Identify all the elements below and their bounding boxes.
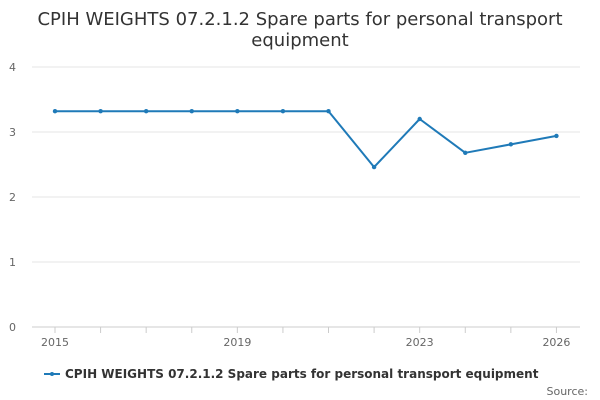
y-axis: 0 1 2 3 4 (9, 61, 16, 334)
x-tick-label: 2023 (406, 336, 434, 349)
data-point[interactable] (189, 109, 194, 114)
source-label: Source: (547, 385, 589, 398)
data-point[interactable] (98, 109, 103, 114)
y-tick-label: 4 (9, 61, 16, 74)
x-tick-label: 2015 (41, 336, 69, 349)
data-point[interactable] (235, 109, 240, 114)
x-tick-label: 2026 (542, 336, 570, 349)
y-tick-label: 1 (9, 256, 16, 269)
chart-title-line-2: equipment (251, 30, 348, 51)
data-point[interactable] (463, 150, 468, 155)
y-tick-label: 2 (9, 191, 16, 204)
grid-lines (32, 66, 580, 328)
x-tick-label: 2019 (223, 336, 251, 349)
data-point[interactable] (52, 109, 58, 114)
legend-label[interactable]: CPIH WEIGHTS 07.2.1.2 Spare parts for pe… (65, 367, 539, 381)
chart-title-line-1: CPIH WEIGHTS 07.2.1.2 Spare parts for pe… (37, 9, 562, 30)
legend[interactable]: CPIH WEIGHTS 07.2.1.2 Spare parts for pe… (44, 367, 539, 381)
y-tick-label: 3 (9, 126, 16, 139)
y-tick-label: 0 (9, 321, 16, 334)
x-axis: 2015 2019 2023 2026 (41, 327, 570, 349)
data-point[interactable] (371, 164, 377, 170)
data-point[interactable] (143, 109, 149, 114)
data-point[interactable] (280, 109, 286, 114)
data-point[interactable] (508, 142, 514, 147)
data-point[interactable] (326, 109, 331, 114)
legend-marker (50, 372, 54, 376)
series-layer (52, 109, 559, 170)
data-point[interactable] (417, 116, 422, 122)
series-line (55, 110, 557, 169)
chart-title: CPIH WEIGHTS 07.2.1.2 Spare parts for pe… (37, 9, 562, 51)
data-point[interactable] (554, 133, 559, 139)
